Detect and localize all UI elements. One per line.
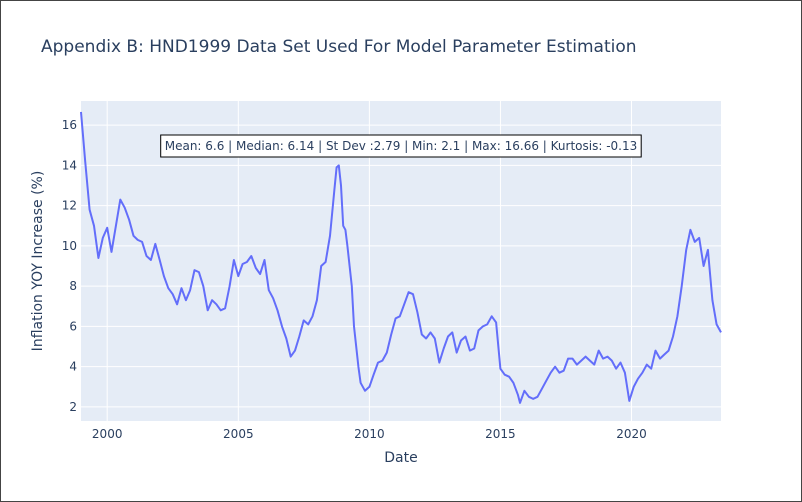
- y-tick-label: 4: [69, 360, 77, 374]
- x-tick-label: 2015: [485, 427, 516, 441]
- chart-title: Appendix B: HND1999 Data Set Used For Mo…: [41, 37, 637, 57]
- x-tick-label: 2005: [223, 427, 254, 441]
- x-tick-labels: 2000 2005 2010 2015 2020: [92, 427, 647, 441]
- y-axis-title: Inflation YOY Increase (%): [30, 171, 46, 352]
- y-tick-labels: 2 4 6 8 10 12 14 16: [62, 118, 77, 414]
- x-tick-label: 2000: [92, 427, 123, 441]
- y-tick-label: 10: [62, 239, 77, 253]
- series-layer: [80, 111, 722, 404]
- y-tick-label: 14: [62, 158, 77, 172]
- series-line: [80, 111, 722, 404]
- stats-annotation-box: [160, 134, 642, 158]
- y-gridlines: [81, 124, 721, 408]
- x-axis-title: Date: [384, 450, 417, 466]
- x-tick-label: 2020: [616, 427, 647, 441]
- y-tick-label: 2: [69, 400, 77, 414]
- y-tick-label: 16: [62, 118, 77, 132]
- y-tick-label: 12: [62, 199, 77, 213]
- stats-annotation: Mean: 6.6 | Median: 6.14 | St Dev :2.79 …: [160, 134, 642, 158]
- stats-annotation-text: Mean: 6.6 | Median: 6.14 | St Dev :2.79 …: [165, 139, 638, 153]
- y-tick-label: 8: [69, 279, 77, 293]
- y-tick-label: 6: [69, 319, 77, 333]
- x-tick-label: 2010: [354, 427, 385, 441]
